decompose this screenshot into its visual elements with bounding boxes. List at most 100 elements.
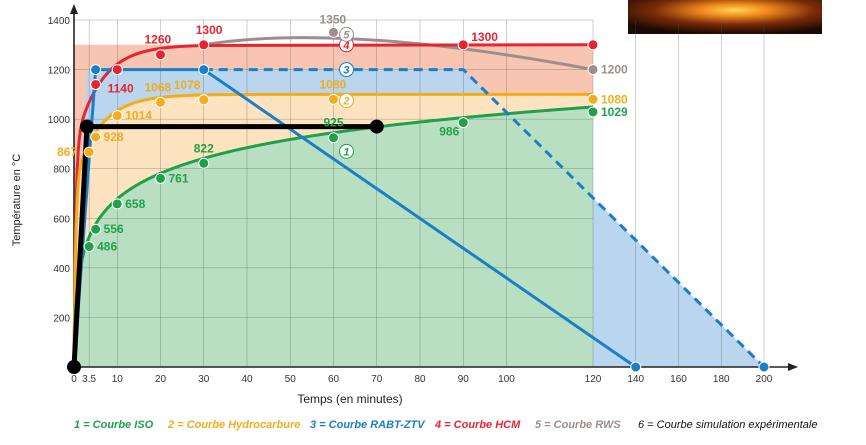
marker-s3-1 (198, 64, 210, 76)
data-label-s1-5: 925 (324, 116, 344, 130)
x-tick-label-11: 100 (498, 374, 515, 385)
series-badge-5 (338, 26, 354, 42)
x-tick-label-12: 120 (585, 374, 602, 385)
marker-s4-5 (587, 39, 599, 51)
legend-item-2: 2 = Courbe Hydrocarbure (167, 419, 300, 431)
marker-s1-6 (457, 117, 469, 129)
series-line-rabt (72, 68, 637, 369)
x-tick-label-3: 20 (155, 374, 167, 385)
data-label-s5-0: 1350 (320, 12, 347, 26)
legend-item-4: 4 = Courbe HCM (434, 419, 521, 431)
data-label-s2-1: 928 (104, 130, 124, 144)
series-badge-text-3: 3 (343, 65, 349, 77)
marker-s6-0 (67, 360, 81, 374)
marker-s4-0 (90, 78, 102, 90)
data-label-s1-6: 986 (439, 125, 459, 139)
marker-s3-2 (630, 361, 642, 373)
series-badge-1 (338, 143, 354, 159)
y-tick-label-4: 800 (53, 165, 70, 176)
x-tick-label-8: 70 (371, 374, 383, 385)
marker-s4-2 (155, 49, 166, 61)
tick-labels: 0 3.5 10 20 30 40 50 60 70 80 90 100 120 140 160 180 200… (48, 16, 773, 385)
x-tick-label-14: 160 (670, 374, 687, 385)
data-label-s2-0: 867 (57, 145, 77, 159)
series-badge-text-2: 2 (342, 96, 349, 108)
series-badge-3 (338, 62, 354, 78)
marker-s2-6 (587, 93, 599, 105)
x-tick-label-6: 50 (285, 374, 297, 385)
marker-s1-2 (111, 198, 123, 210)
data-label-s5-1: 1200 (601, 63, 628, 77)
marker-s5-1 (587, 64, 599, 76)
marker-s4-1 (111, 64, 123, 76)
data-label-s1-0: 486 (97, 240, 117, 254)
marker-s3-3 (758, 361, 770, 373)
legend: 1 = Courbe ISO 2 = Courbe Hydrocarbure 3 =… (74, 419, 621, 431)
x-axis-arrow (788, 363, 798, 371)
data-label-s4-0: 1140 (108, 81, 134, 95)
marker-s6-2 (369, 119, 384, 134)
marker-s3-0 (90, 64, 102, 76)
x-tick-label-5: 40 (241, 374, 253, 385)
marker-s5-0 (328, 26, 339, 38)
series-badge-text-1: 1 (343, 146, 349, 158)
series-line-rws (203, 36, 594, 72)
data-label-s4-2: 1300 (196, 23, 223, 37)
x-tick-label-9: 80 (414, 374, 426, 385)
legend-item-5: 5 = Courbe RWS (535, 419, 621, 431)
x-tick-label-15: 180 (713, 374, 730, 385)
data-label-s4-3: 1300 (471, 30, 498, 44)
data-label-s2-5: 1080 (320, 77, 347, 91)
data-label-s1-4: 822 (194, 141, 214, 155)
legend-item-simulation: 6 = Courbe simulation expérimentale (638, 419, 817, 431)
x-tick-label-7: 60 (328, 374, 340, 385)
marker-s1-1 (90, 223, 102, 235)
data-label-s1-2: 658 (125, 197, 145, 211)
marker-s1-4 (198, 157, 210, 169)
grid-lines (74, 19, 765, 367)
series-badge-text-5: 5 (343, 29, 350, 41)
y-tick-label-2: 400 (53, 264, 70, 275)
y-tick-label-6: 1200 (48, 66, 71, 77)
x-tick-label-2: 10 (112, 374, 124, 385)
y-tick-label-7: 1400 (48, 16, 71, 27)
marker-s1-7 (587, 106, 599, 118)
y-tick-label-5: 1000 (48, 115, 71, 126)
series-line-rabt-dashed (203, 68, 766, 369)
x-tick-label-0: 0 (71, 374, 77, 385)
data-label-s2-6: 1080 (601, 92, 628, 106)
data-label-s1-7: 1029 (601, 105, 628, 119)
marker-s1-3 (155, 172, 166, 184)
fire-photo (628, 0, 822, 34)
marker-s2-5 (328, 93, 339, 105)
marker-s2-4 (198, 94, 210, 106)
y-tick-label-3: 600 (53, 214, 70, 225)
x-tick-label-10: 90 (458, 374, 470, 385)
x-axis-label: Temps (en minutes) (297, 392, 402, 406)
y-tick-label-1: 200 (53, 313, 70, 324)
legend-item-3: 3 = Courbe RABT-ZTV (310, 419, 426, 431)
data-label-s1-1: 556 (104, 222, 124, 236)
series-badge-2 (338, 93, 354, 109)
legend-item-1: 1 = Courbe ISO (74, 419, 154, 431)
x-tick-label-16: 200 (756, 374, 773, 385)
x-tick-label-13: 140 (627, 374, 644, 385)
data-label-s1-3: 761 (169, 171, 189, 185)
data-markers (67, 26, 770, 374)
series-badge-text-4: 4 (342, 40, 349, 52)
marker-s4-3 (198, 39, 210, 51)
marker-s2-2 (111, 110, 123, 122)
x-tick-label-1: 3.5 (82, 374, 96, 385)
data-label-s2-4: 1078 (174, 78, 201, 92)
data-label-s4-1: 1260 (145, 33, 172, 47)
x-tick-label-4: 30 (198, 374, 210, 385)
data-label-s2-3: 1068 (145, 80, 172, 94)
y-axis-arrow (70, 4, 78, 14)
marker-s1-5 (328, 132, 339, 144)
marker-s2-3 (155, 96, 166, 108)
marker-s2-1 (90, 131, 102, 143)
marker-s4-4 (457, 39, 469, 51)
series-badges: 1 2 3 45 (338, 26, 354, 159)
